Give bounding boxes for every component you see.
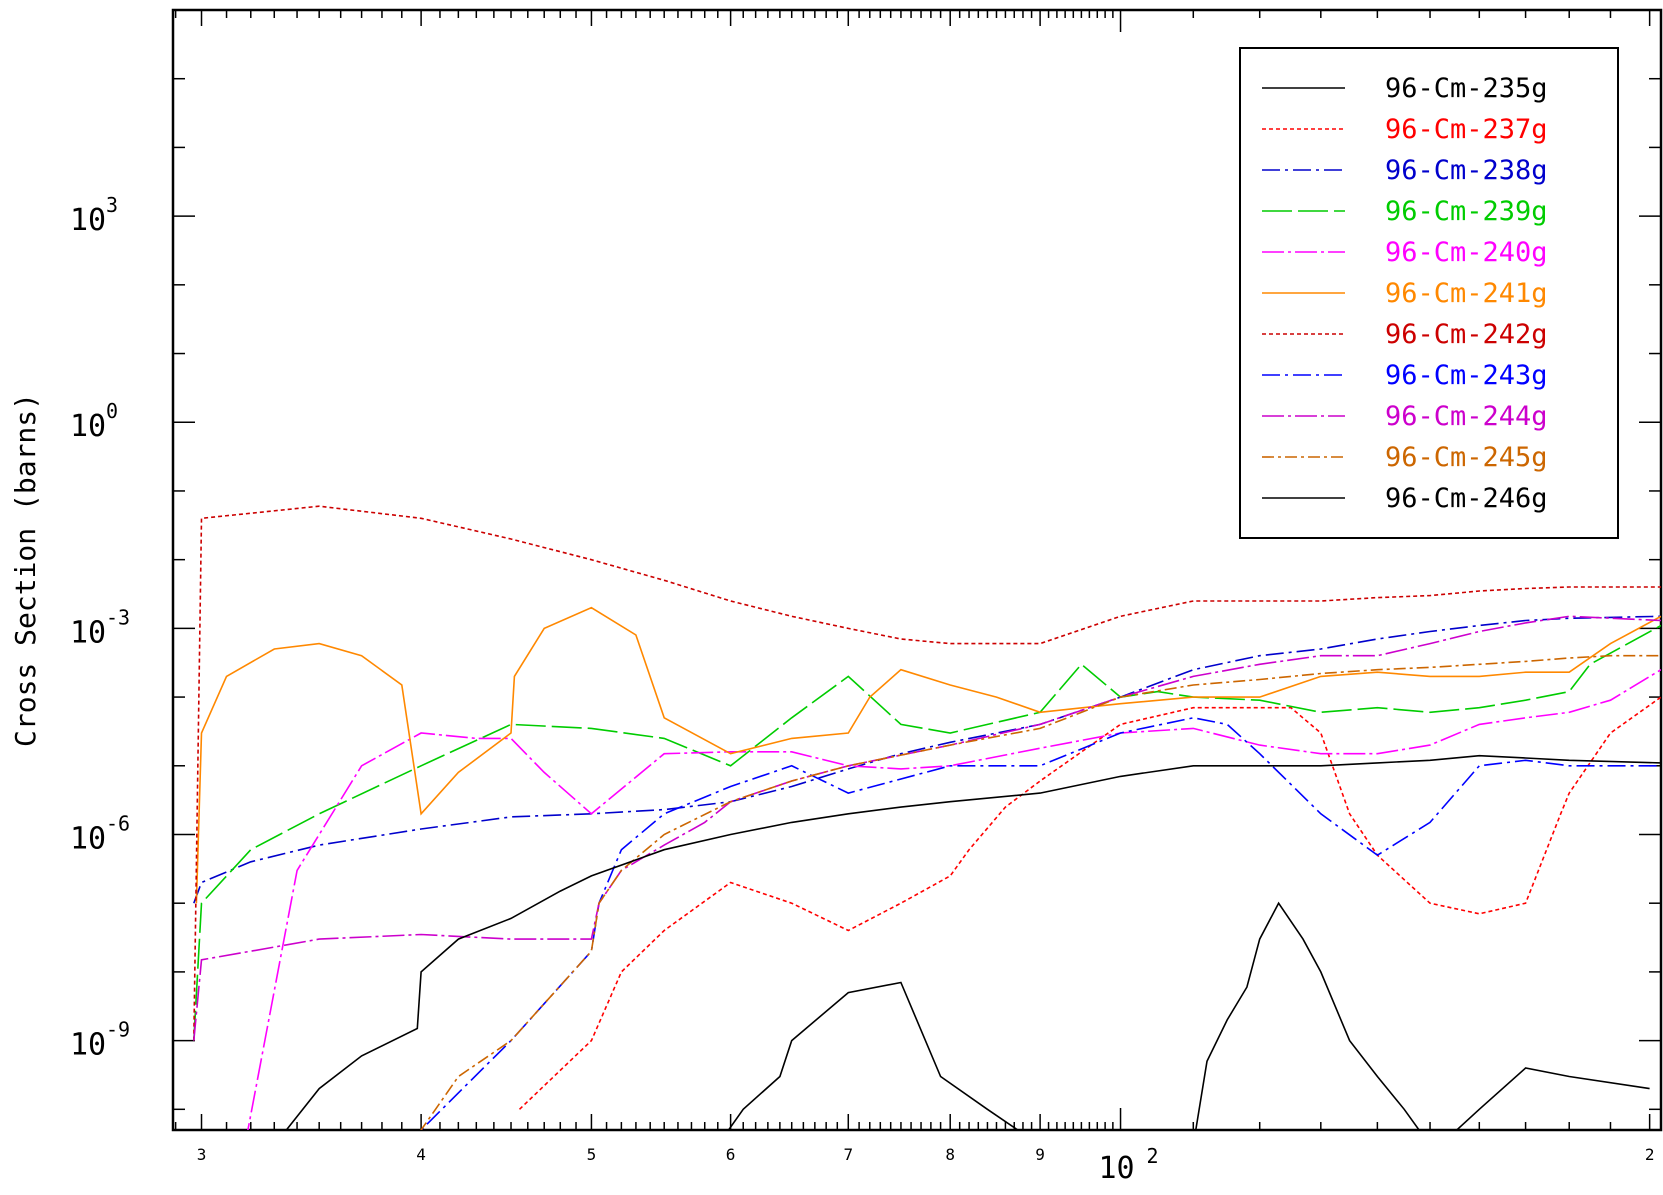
legend-entry-label: 96-Cm-239g <box>1385 196 1548 227</box>
series-line-branch-11 <box>1194 901 1421 1130</box>
series-line-96-Cm-237g <box>518 696 1661 1110</box>
x-tick-label: 6 <box>726 1145 736 1164</box>
plot-frame <box>171 8 1663 1132</box>
legend-entry-label: 96-Cm-245g <box>1385 442 1548 473</box>
y-tick-label-exponent: -9 <box>106 1018 130 1042</box>
legend-entry-label: 96-Cm-240g <box>1385 237 1548 268</box>
legend-entry-label: 96-Cm-235g <box>1385 73 1548 104</box>
legend-entry-label: 96-Cm-243g <box>1385 360 1548 391</box>
series-line-branch-12 <box>1455 1067 1650 1130</box>
legend-entry-label: 96-Cm-241g <box>1385 278 1548 309</box>
series-line-96-Cm-244g <box>193 615 1661 1041</box>
x-tick-label: 9 <box>1035 1145 1045 1164</box>
legend-entry-label: 96-Cm-246g <box>1385 483 1548 514</box>
series-line-96-Cm-242g <box>193 505 1661 1041</box>
y-tick-label: 10 <box>70 1028 106 1063</box>
y-tick-label: 10 <box>70 203 106 238</box>
x-tick-label: 2 <box>1645 1145 1655 1164</box>
x-tick-label: 5 <box>587 1145 597 1164</box>
axis-ticks <box>173 9 1661 1130</box>
legend-entry-label: 96-Cm-244g <box>1385 401 1548 432</box>
series-line-96-Cm-235g <box>727 981 1020 1130</box>
y-tick-label: 10 <box>70 821 106 856</box>
legend-entry-label: 96-Cm-237g <box>1385 114 1548 145</box>
y-tick-label-exponent: -6 <box>106 811 130 835</box>
series-line-96-Cm-246g <box>285 754 1661 1130</box>
x-tick-label: 4 <box>416 1145 426 1164</box>
y-tick-label-exponent: -3 <box>106 605 130 629</box>
series-line-96-Cm-240g <box>247 669 1661 1130</box>
y-tick-label: 10 <box>70 615 106 650</box>
series-layer <box>193 505 1661 1130</box>
y-axis-title: Cross Section (barns) <box>9 393 42 747</box>
x-tick-label: 7 <box>843 1145 853 1164</box>
legend-entry-label: 96-Cm-238g <box>1385 155 1548 186</box>
x-tick-label-exponent: 2 <box>1147 1144 1159 1168</box>
legend: 96-Cm-235g 96-Cm-237g 96-Cm-238g 96-Cm-239g… <box>1239 47 1619 539</box>
y-tick-label: 10 <box>70 409 106 444</box>
series-line-96-Cm-241g <box>195 606 1661 904</box>
y-tick-label-exponent: 3 <box>106 193 118 217</box>
series-line-96-Cm-239g <box>193 624 1661 1041</box>
x-tick-label: 8 <box>945 1145 955 1164</box>
x-tick-label: 10 <box>1098 1151 1134 1186</box>
x-tick-label: 3 <box>197 1145 207 1164</box>
y-tick-label-exponent: 0 <box>106 399 118 423</box>
series-line-96-Cm-245g <box>420 654 1661 1130</box>
legend-entry-label: 96-Cm-242g <box>1385 319 1548 350</box>
series-line-96-Cm-243g <box>420 716 1661 1130</box>
series-line-96-Cm-238g <box>193 615 1661 904</box>
